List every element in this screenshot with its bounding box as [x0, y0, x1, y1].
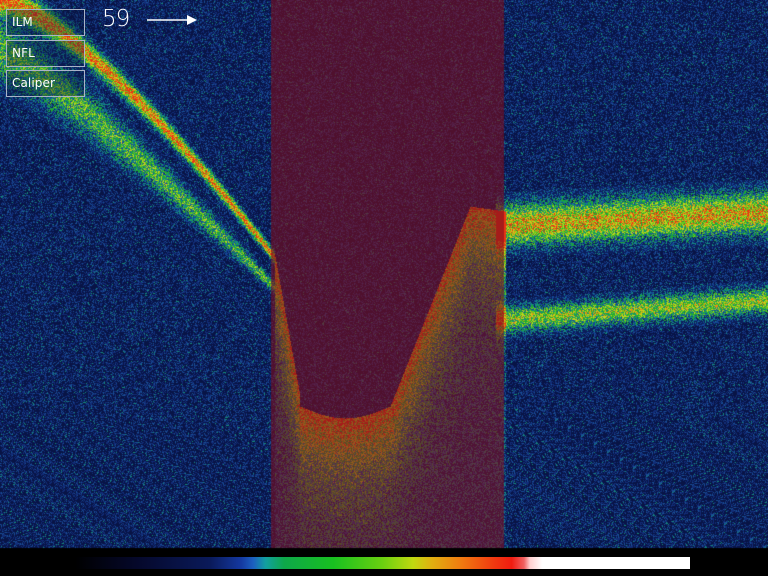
caliper-button[interactable]: Caliper	[6, 70, 85, 97]
nfl-layer-button[interactable]: NFL	[6, 40, 85, 67]
scan-number: 59	[102, 6, 130, 32]
intensity-colorbar	[75, 557, 690, 569]
ilm-layer-button[interactable]: ILM	[6, 9, 85, 36]
right-arrow-icon	[147, 15, 197, 25]
